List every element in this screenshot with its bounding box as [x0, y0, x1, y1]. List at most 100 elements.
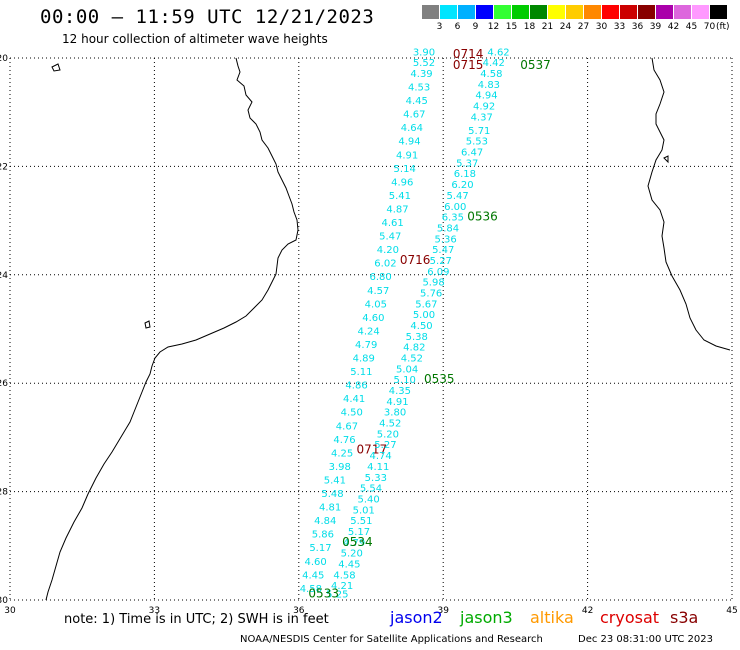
jason3-swh-value: 6.09 — [427, 267, 449, 278]
jason3-swh-value: 4.62 — [487, 47, 509, 58]
jason3-swh-value: 5.67 — [415, 299, 437, 310]
legend-swatch — [584, 5, 601, 19]
cryosat-swh-value: 4.91 — [396, 150, 418, 161]
lon-tick-label: 33 — [149, 606, 160, 616]
lat-tick-label: -20 — [0, 54, 8, 64]
jason3-time-label: 0534 — [342, 535, 373, 549]
jason3-swh-value: 5.10 — [394, 375, 416, 386]
cryosat-swh-value: 5.14 — [394, 164, 416, 175]
jason3-swh-value: 5.36 — [434, 234, 456, 245]
lat-tick-label: -24 — [0, 271, 8, 281]
jason3-swh-value: 5.01 — [353, 505, 375, 516]
jason3-swh-value: 6.00 — [444, 202, 466, 213]
cryosat-swh-value: 4.57 — [367, 286, 389, 297]
lon-tick-label: 36 — [293, 606, 305, 616]
legend-label: 15 — [505, 22, 518, 32]
cryosat-swh-value: 4.64 — [401, 123, 423, 134]
lat-tick-label: -22 — [0, 162, 8, 172]
cryosat-swh-value: 4.39 — [410, 69, 432, 80]
legend-label: 33 — [613, 22, 626, 32]
generated-timestamp: Dec 23 08:31:00 UTC 2023 — [578, 634, 713, 645]
cryosat-swh-value: 4.79 — [355, 340, 377, 351]
satellite-jason2: jason2 — [390, 608, 443, 627]
jason3-swh-value: 4.82 — [403, 343, 425, 354]
jason3-swh-value: 5.38 — [406, 332, 428, 343]
legend-label: 9 — [472, 22, 479, 32]
legend-swatch — [440, 5, 457, 19]
cryosat-swh-value: 4.84 — [314, 516, 336, 527]
legend-swatch — [530, 5, 547, 19]
jason3-swh-value: 5.20 — [377, 429, 399, 440]
map-subtitle: 12 hour collection of altimeter wave hei… — [62, 32, 328, 46]
jason3-swh-value: 5.25 — [326, 589, 348, 600]
jason3-swh-value: 5.54 — [360, 484, 382, 495]
jason3-swh-value: 4.52 — [379, 419, 401, 430]
jason3-time-label: 0537 — [520, 58, 551, 72]
jason3-swh-value: 6.35 — [442, 213, 464, 224]
jason3-swh-value: 5.71 — [468, 126, 490, 137]
cryosat-swh-value: 4.61 — [382, 218, 404, 229]
jason3-swh-value: 5.20 — [341, 549, 363, 560]
legend-unit: (ft) — [716, 22, 730, 32]
satellite-altika: altika — [530, 608, 574, 627]
legend-swatch — [548, 5, 565, 19]
island-1 — [51, 63, 61, 72]
cryosat-swh-value: 4.60 — [362, 313, 384, 324]
lon-tick-label: 42 — [582, 606, 593, 616]
legend-label: 21 — [541, 22, 554, 32]
cryosat-swh-value: 4.45 — [406, 96, 428, 107]
cryosat-swh-value: 6.80 — [369, 272, 391, 283]
legend-swatch — [458, 5, 475, 19]
legend-swatch — [494, 5, 511, 19]
jason3-time-label: 0536 — [467, 210, 498, 224]
legend-swatch — [638, 5, 655, 19]
legend-swatch — [476, 5, 493, 19]
jason3-swh-value: 5.17 — [348, 527, 370, 538]
jason3-swh-value: 4.52 — [401, 354, 423, 365]
legend-label: 30 — [595, 22, 608, 32]
legend-swatch — [692, 5, 709, 19]
cryosat-swh-value: 4.25 — [331, 448, 353, 459]
legend-label: 12 — [487, 22, 500, 32]
legend-label: 6 — [454, 22, 461, 32]
jason3-swh-value: 4.92 — [473, 101, 495, 112]
jason3-swh-value: 4.21 — [331, 581, 353, 592]
legend-label: 27 — [577, 22, 590, 32]
legend-label: 39 — [649, 22, 662, 32]
cryosat-swh-value: 5.52 — [413, 58, 435, 69]
cryosat-swh-value: 4.20 — [377, 245, 399, 256]
jason3-swh-value: 4.74 — [369, 451, 391, 462]
satellite-jason3: jason3 — [460, 608, 513, 627]
jason3-swh-value: 5.47 — [447, 191, 469, 202]
legend-swatch — [512, 5, 529, 19]
cryosat-swh-value: 4.76 — [333, 435, 355, 446]
lat-lon-grid: 30 33 36 39 42 45 -20 -22 -24 -26 -28 -30 — [0, 54, 738, 616]
jason3-swh-value: 4.42 — [483, 58, 505, 69]
jason3-swh-value: 4.58 — [480, 69, 502, 80]
cryosat-swh-value: 5.47 — [379, 232, 401, 243]
cryosat-swh-value: 3.90 — [413, 47, 435, 58]
cryosat-time-label: 0716 — [400, 253, 431, 267]
jason3-swh-value: 5.27 — [430, 256, 452, 267]
jason3-swh-value: 5.27 — [374, 440, 396, 451]
jason3-time-label: 0535 — [424, 372, 455, 386]
cryosat-swh-value: 4.87 — [386, 204, 408, 215]
cryosat-swh-value: 4.94 — [398, 137, 420, 148]
jason3-swh-value: 4.50 — [410, 321, 432, 332]
legend-swatch — [656, 5, 673, 19]
jason3-swh-value: 5.76 — [420, 288, 442, 299]
cryosat-swh-value: 4.05 — [365, 299, 387, 310]
legend-swatch — [602, 5, 619, 19]
jason3-swh-value: 4.45 — [338, 559, 360, 570]
cryosat-swh-value: 4.67 — [336, 421, 358, 432]
island-3 — [663, 155, 669, 164]
legend-label: 70 — [703, 22, 716, 32]
cryosat-swh-value: 4.96 — [391, 177, 413, 188]
cryosat-swh-value: 5.41 — [389, 191, 411, 202]
cryosat-swh-value: 4.86 — [345, 381, 367, 392]
cryosat-swh-value: 4.53 — [408, 83, 430, 94]
legend-label: 36 — [631, 22, 644, 32]
legend-swatch — [620, 5, 637, 19]
cryosat-swh-value: 4.89 — [353, 354, 375, 365]
cryosat-swh-value: 4.24 — [357, 326, 379, 337]
